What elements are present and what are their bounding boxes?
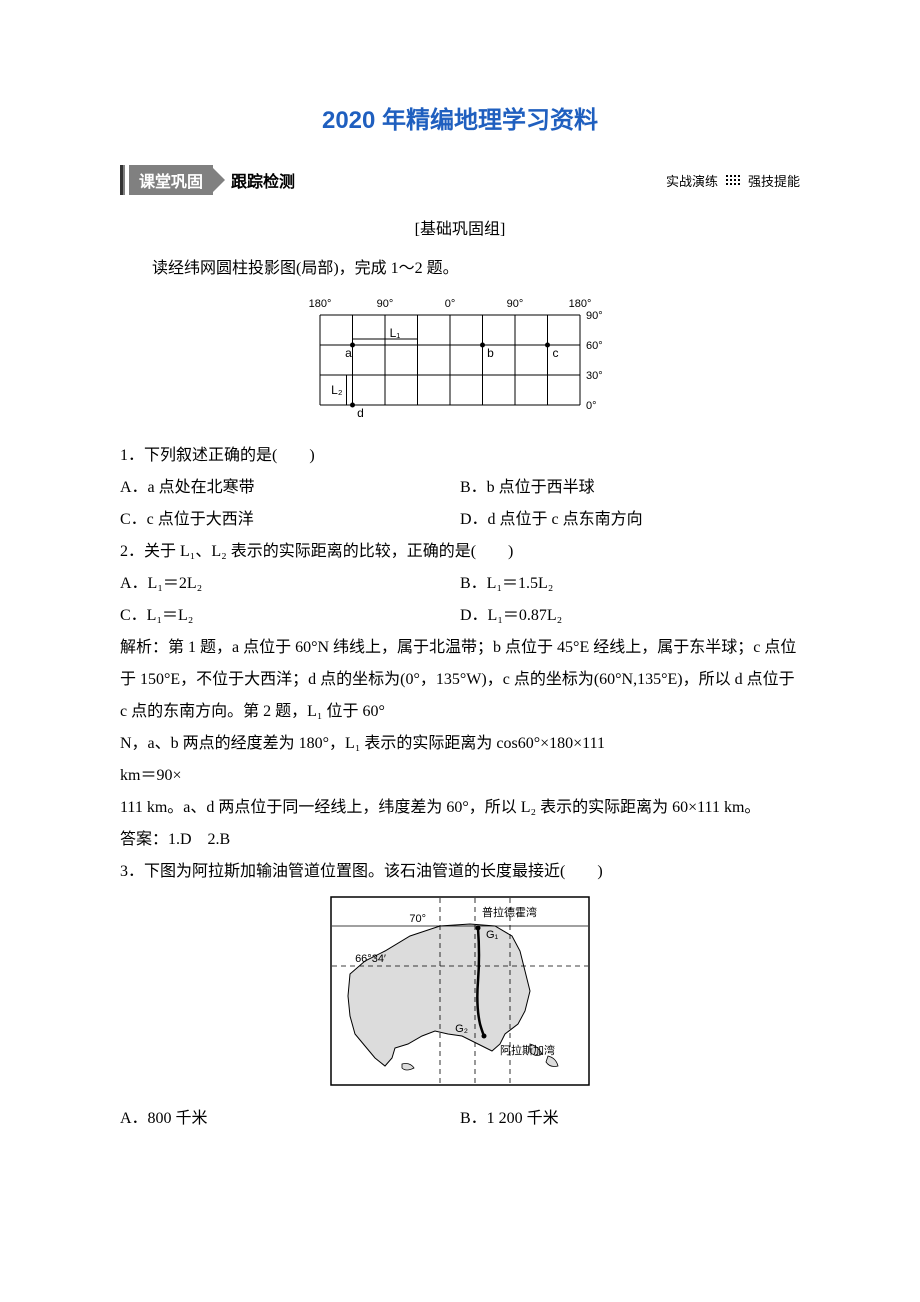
q1-opt-d: D．d 点位于 c 点东南方向 <box>460 504 800 536</box>
q1-opt-b: B．b 点位于西半球 <box>460 472 800 504</box>
q3-stem: 3．下图为阿拉斯加输油管道位置图。该石油管道的长度最接近( ) <box>120 856 800 888</box>
svg-text:90°: 90° <box>586 310 603 322</box>
q2-opt-b: B．L₁＝1.5L₂ <box>460 568 800 600</box>
section-right: 实战演练 强技提能 <box>666 171 800 190</box>
q1-stem: 1．下列叙述正确的是( ) <box>120 440 800 472</box>
svg-text:60°: 60° <box>586 340 603 352</box>
svg-text:c: c <box>553 346 559 360</box>
explain-p2: N，a、b 两点的经度差为 180°，L₁ 表示的实际距离为 cos60°×18… <box>120 728 800 760</box>
svg-text:L₁: L₁ <box>390 326 401 340</box>
svg-text:a: a <box>345 346 352 360</box>
sec-right-right: 强技提能 <box>748 171 800 190</box>
svg-text:普拉德霍湾: 普拉德霍湾 <box>482 905 537 919</box>
explain-p4: 111 km。a、d 两点位于同一经线上，纬度差为 60°，所以 L₂ 表示的实… <box>120 792 800 824</box>
svg-text:180°: 180° <box>569 298 592 310</box>
grid-figure: 180°90°0°90°180°90°60°30°0°abcdL₁L₂ <box>120 293 800 428</box>
section-tag-left: 课堂巩固 <box>120 165 213 195</box>
q1-opt-c: C．c 点位于大西洋 <box>120 504 460 536</box>
section-tag-right: 跟踪检测 <box>231 168 295 192</box>
latlon-grid-svg: 180°90°0°90°180°90°60°30°0°abcdL₁L₂ <box>290 293 630 423</box>
sec-right-left: 实战演练 <box>666 171 718 190</box>
q2-opt-c: C．L₁＝L₂ <box>120 600 460 632</box>
dotted-lines-icon <box>726 175 740 185</box>
svg-text:90°: 90° <box>377 298 394 310</box>
q1-opt-a: A．a 点处在北寒带 <box>120 472 460 504</box>
page-title: 2020 年精编地理学习资料 <box>120 100 800 135</box>
svg-text:G₁: G₁ <box>486 929 499 941</box>
svg-text:30°: 30° <box>586 370 603 382</box>
svg-text:0°: 0° <box>586 400 597 412</box>
q2-stem: 2．关于 L₁、L₂ 表示的实际距离的比较，正确的是( ) <box>120 536 800 568</box>
section-bar: 课堂巩固 跟踪检测 实战演练 强技提能 <box>120 165 800 195</box>
q3-opt-b: B．1 200 千米 <box>460 1103 800 1135</box>
svg-text:0°: 0° <box>445 298 456 310</box>
q3-opt-a: A．800 千米 <box>120 1103 460 1135</box>
svg-text:阿拉斯加湾: 阿拉斯加湾 <box>500 1043 555 1057</box>
svg-text:66°34′: 66°34′ <box>355 953 386 965</box>
alaska-figure: 70° 66°34′ G₁ G₂ 普拉德霍湾阿拉斯加湾 <box>120 896 800 1091</box>
q2-opt-a: A．L₁＝2L₂ <box>120 568 460 600</box>
svg-text:b: b <box>487 346 494 360</box>
explain-p1: 解析：第 1 题，a 点位于 60°N 纬线上，属于北温带；b 点位于 45°E… <box>120 632 800 728</box>
svg-text:90°: 90° <box>507 298 524 310</box>
svg-text:L₂: L₂ <box>331 383 343 397</box>
alaska-svg: 70° 66°34′ G₁ G₂ 普拉德霍湾阿拉斯加湾 <box>330 896 590 1086</box>
svg-text:180°: 180° <box>309 298 332 310</box>
svg-text:70°: 70° <box>409 913 426 925</box>
answer-12: 答案：1.D 2.B <box>120 824 800 856</box>
intro-text: 读经纬网圆柱投影图(局部)，完成 1～2 题。 <box>120 253 800 285</box>
q2-opt-d: D．L₁＝0.87L₂ <box>460 600 800 632</box>
explain-p3: km＝90× <box>120 760 800 792</box>
subheading: [基础巩固组] <box>120 215 800 239</box>
svg-text:G₂: G₂ <box>455 1023 468 1035</box>
svg-text:d: d <box>357 406 364 420</box>
arrow-icon <box>213 168 225 192</box>
